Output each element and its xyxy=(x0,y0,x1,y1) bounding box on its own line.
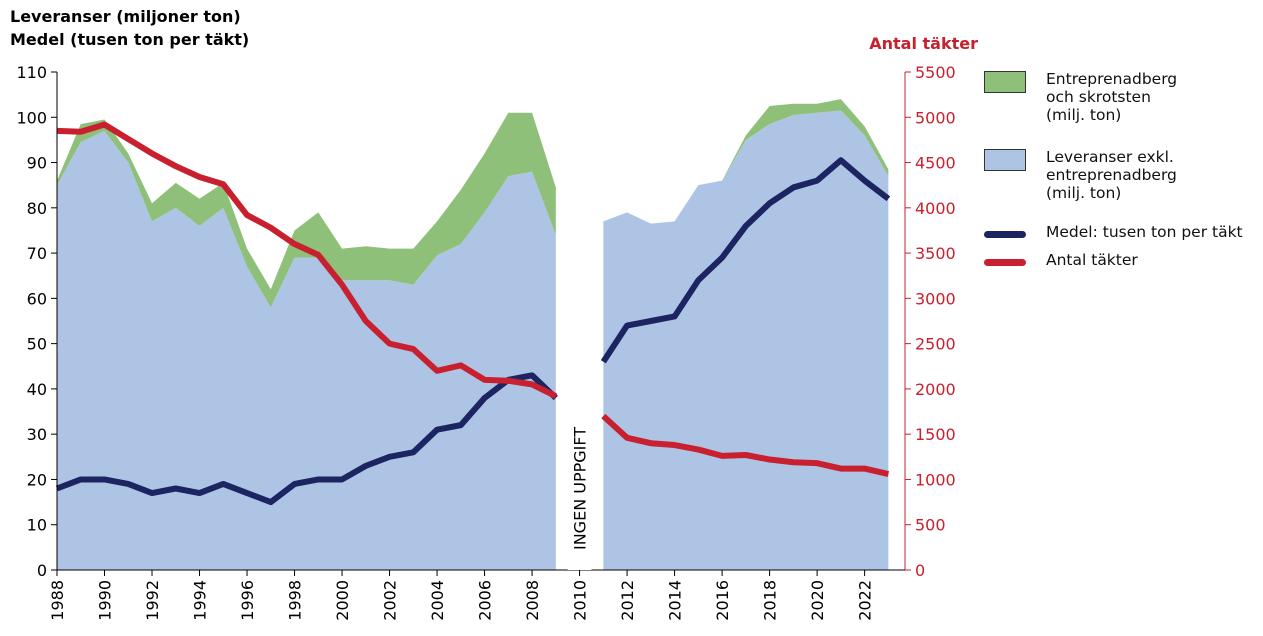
y2-tick-label: 2500 xyxy=(915,335,956,354)
y-tick-label: 10 xyxy=(27,516,47,535)
x-tick-label: 1992 xyxy=(143,580,162,621)
y2-tick-label: 5000 xyxy=(915,108,956,127)
y-tick-label: 70 xyxy=(27,244,47,263)
lines xyxy=(55,121,891,506)
legend-label: Leveranser exkl. entreprenadberg (milj. … xyxy=(1046,148,1177,202)
x-tick-label: 1990 xyxy=(96,580,115,621)
chart-subtitle: Medel (tusen ton per täkt) xyxy=(10,30,249,49)
x-tick-label: 2022 xyxy=(856,580,875,621)
y-tick-label: 110 xyxy=(16,63,47,82)
legend-item: Antal täkter xyxy=(984,251,1138,269)
x-tick-label: 2014 xyxy=(666,580,685,621)
annotation: INGEN UPPGIFT xyxy=(571,427,590,550)
line xyxy=(56,121,890,477)
x-tick-label: 2002 xyxy=(381,580,400,621)
legend-swatch xyxy=(984,231,1026,238)
x-tick-label: 2020 xyxy=(808,580,827,621)
y2-tick-label: 500 xyxy=(915,516,946,535)
line xyxy=(55,157,891,506)
y2-tick-label: 0 xyxy=(915,561,925,580)
legend-label: Entreprenadberg och skrotsten (milj. ton… xyxy=(1046,70,1178,124)
x-tick-label: 2004 xyxy=(428,580,447,621)
y-tick-label: 50 xyxy=(27,335,47,354)
y-tick-label: 100 xyxy=(16,108,47,127)
y2-tick-label: 1500 xyxy=(915,425,956,444)
x-tick-label: 2016 xyxy=(713,580,732,621)
x-tick-label: 1994 xyxy=(191,580,210,621)
legend-item: Entreprenadberg och skrotsten (milj. ton… xyxy=(984,70,1186,124)
y-tick-label: 0 xyxy=(37,561,47,580)
legend-swatch xyxy=(984,149,1026,171)
legend-label: Medel: tusen ton per täkt xyxy=(1046,223,1243,241)
y2-tick-label: 3500 xyxy=(915,244,956,263)
y2-tick-label: 4500 xyxy=(915,154,956,173)
y-tick-label: 80 xyxy=(27,199,47,218)
legend-swatch xyxy=(984,71,1026,93)
y2-tick-label: 1000 xyxy=(915,470,956,489)
y-tick-label: 30 xyxy=(27,425,47,444)
x-tick-label: 2018 xyxy=(761,580,780,621)
x-tick-label: 1996 xyxy=(238,580,257,621)
y2-tick-label: 3000 xyxy=(915,289,956,308)
legend-label: Antal täkter xyxy=(1046,251,1138,269)
x-tick-label: 2010 xyxy=(571,580,590,621)
y2-tick-label: 2000 xyxy=(915,380,956,399)
x-tick-label: 2008 xyxy=(523,580,542,621)
legend-item: Leveranser exkl. entreprenadberg (milj. … xyxy=(984,148,1186,202)
y2-tick-label: 5500 xyxy=(915,63,956,82)
axes: 0 10 20 30 40 50 60 70 80 90 100 110 0 500 1000 1500 200… xyxy=(16,63,955,621)
y2-tick-label: 4000 xyxy=(915,199,956,218)
x-tick-label: 1988 xyxy=(48,580,67,621)
y-tick-label: 60 xyxy=(27,289,47,308)
no-data-stripe xyxy=(567,195,592,570)
y2-axis-title: Antal täkter xyxy=(869,34,978,53)
y-tick-label: 20 xyxy=(27,470,47,489)
chart-title: Leveranser (miljoner ton) xyxy=(10,7,241,26)
area xyxy=(57,110,889,571)
area xyxy=(57,99,889,308)
x-tick-label: 2006 xyxy=(476,580,495,621)
y-tick-label: 40 xyxy=(27,380,47,399)
legend-swatch xyxy=(984,259,1026,266)
areas xyxy=(57,99,889,571)
x-tick-label: 1998 xyxy=(286,580,305,621)
y-tick-label: 90 xyxy=(27,154,47,173)
x-tick-label: 2000 xyxy=(333,580,352,621)
x-tick-label: 2012 xyxy=(618,580,637,621)
legend-item: Medel: tusen ton per täkt xyxy=(984,223,1243,241)
